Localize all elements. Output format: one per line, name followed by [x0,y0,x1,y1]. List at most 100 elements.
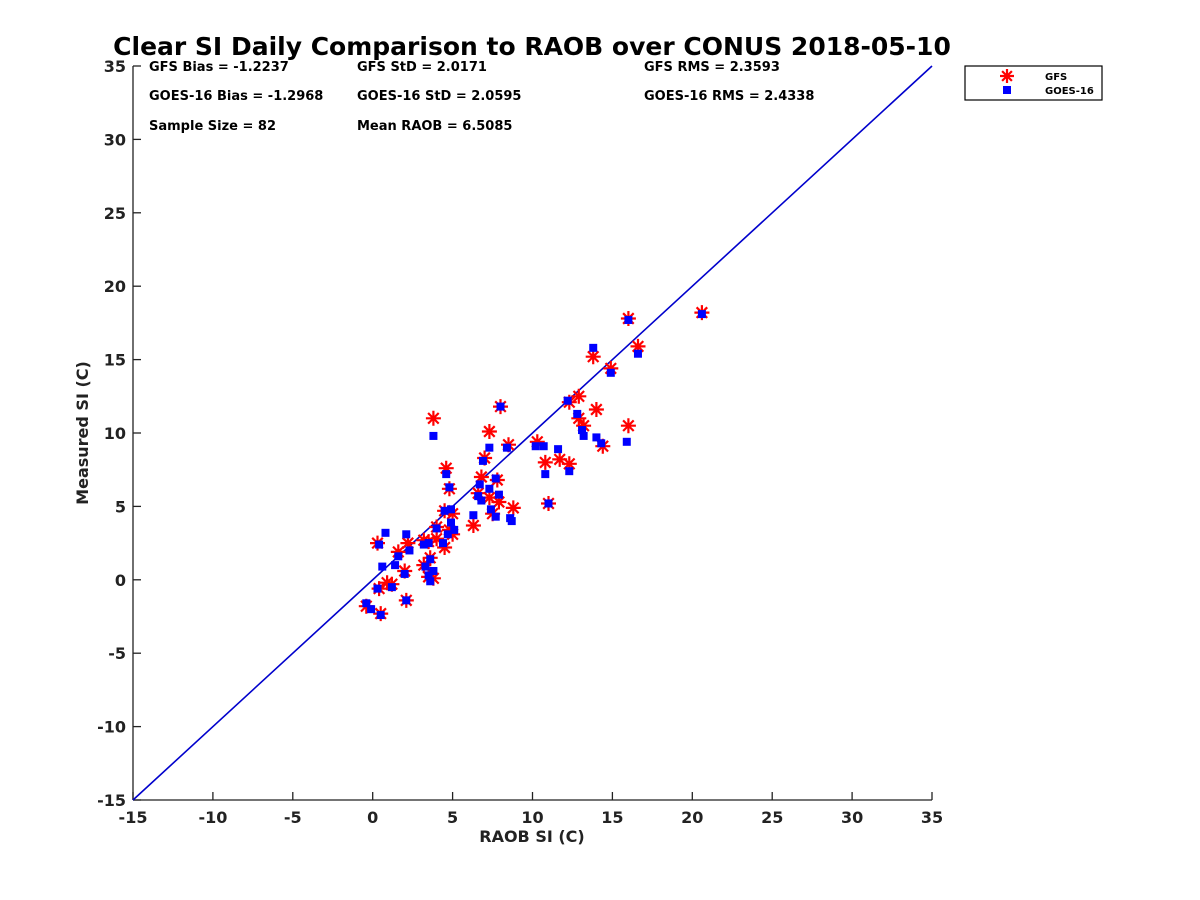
legend-goes16-marker [1003,86,1011,94]
asterisk-strokes [390,544,406,560]
goes16-point [597,439,606,448]
y-tick-label: 20 [104,277,126,296]
asterisk-strokes [437,540,453,555]
gfs-point [588,402,604,417]
goes16-point [579,431,588,440]
asterisk-strokes [588,402,604,417]
gfs-point [561,456,577,472]
goes16-point [443,530,452,539]
goes-bias-text: GOES-16 Bias = -1.2968 [149,89,323,104]
asterisk-strokes [585,349,601,365]
reference-line-group [132,65,933,801]
x-tick-label: 0 [367,808,378,827]
goes16-point [394,552,403,561]
goes16-point [419,540,428,549]
goes16-point [391,561,400,570]
asterisk-strokes [429,531,445,547]
asterisk-strokes [571,388,587,404]
gfs-point [571,410,587,426]
goes16-point [445,483,454,492]
y-axis-label: Measured SI (C) [73,361,92,505]
gfs-std-text: GFS StD = 2.0171 [357,60,487,75]
asterisk-strokes [445,506,461,522]
x-tick-label: -10 [198,808,227,827]
goes16-point [544,499,553,508]
goes16-point [565,467,574,476]
asterisk-strokes [400,535,416,551]
asterisk-strokes [465,518,481,533]
asterisk-strokes [630,338,646,354]
goes16-point [424,539,433,548]
gfs-point [481,424,497,439]
gfs-point [529,434,545,450]
x-tick-label: 20 [681,808,703,827]
goes16-point [375,540,384,549]
goes16-point [378,562,387,571]
goes16-point [606,368,615,377]
asterisk-strokes [537,454,553,470]
asterisk-strokes [620,418,636,434]
goes16-point [478,456,487,465]
gfs-point [390,544,406,560]
gfs-point [603,360,619,376]
gfs-series [358,305,710,622]
goes16-point [429,566,438,575]
goes16-point [424,571,433,580]
asterisk-strokes [416,532,432,548]
asterisk-strokes [576,418,592,434]
asterisk-strokes [481,424,497,439]
goes16-point [592,433,601,442]
goes16-point [554,445,563,454]
y-tick-label: 0 [115,571,126,590]
goes16-point [439,539,448,548]
asterisk-strokes [552,451,568,467]
y-tick-label: 15 [104,351,126,370]
x-tick-label: 5 [447,808,458,827]
x-tick-label: 25 [761,808,783,827]
y-tick-label: 35 [104,57,126,76]
one-to-one-line [132,65,933,801]
goes16-point [447,505,456,514]
goes16-point [624,315,633,324]
gfs-rms-text: GFS RMS = 2.3593 [644,60,780,75]
gfs-point [571,388,587,404]
goes16-point [426,577,435,586]
asterisk-strokes [438,460,454,476]
goes16-point [486,505,495,514]
goes16-point [541,470,550,479]
asterisk-strokes [425,410,441,426]
asterisk-strokes [379,575,395,591]
gfs-point [491,494,507,510]
goes16-point [622,437,631,446]
goes16-point [362,599,371,608]
goes16-point [485,443,494,452]
goes16-point [387,583,396,592]
mean-raob-text: Mean RAOB = 6.5085 [357,119,512,134]
goes16-point [573,409,582,418]
y-axis-ticks: 35 30 25 20 15 10 5 0 -5 -10 -15 [97,57,141,810]
asterisk-strokes [505,500,521,516]
goes16-point [502,443,511,452]
y-tick-label: 30 [104,130,126,149]
legend-gfs-label: GFS [1045,72,1067,83]
gfs-point [400,535,416,551]
gfs-point [585,349,601,365]
goes16-point [491,474,500,483]
gfs-point [576,418,592,434]
goes16-point [491,512,500,521]
goes16-point [402,530,411,539]
goes16-point [442,470,451,479]
y-tick-label: -15 [97,791,126,810]
goes16-point [589,343,598,352]
x-tick-label: -15 [119,808,148,827]
legend-goes16-label: GOES-16 [1045,86,1094,97]
gfs-point [429,531,445,547]
goes16-point [485,484,494,493]
y-tick-label: 25 [104,204,126,223]
goes16-point [539,442,548,451]
x-tick-label: 35 [921,808,943,827]
legend-box [964,65,1103,101]
asterisk-strokes [561,456,577,472]
asterisk-strokes [1000,69,1014,83]
asterisk-strokes [473,469,489,485]
